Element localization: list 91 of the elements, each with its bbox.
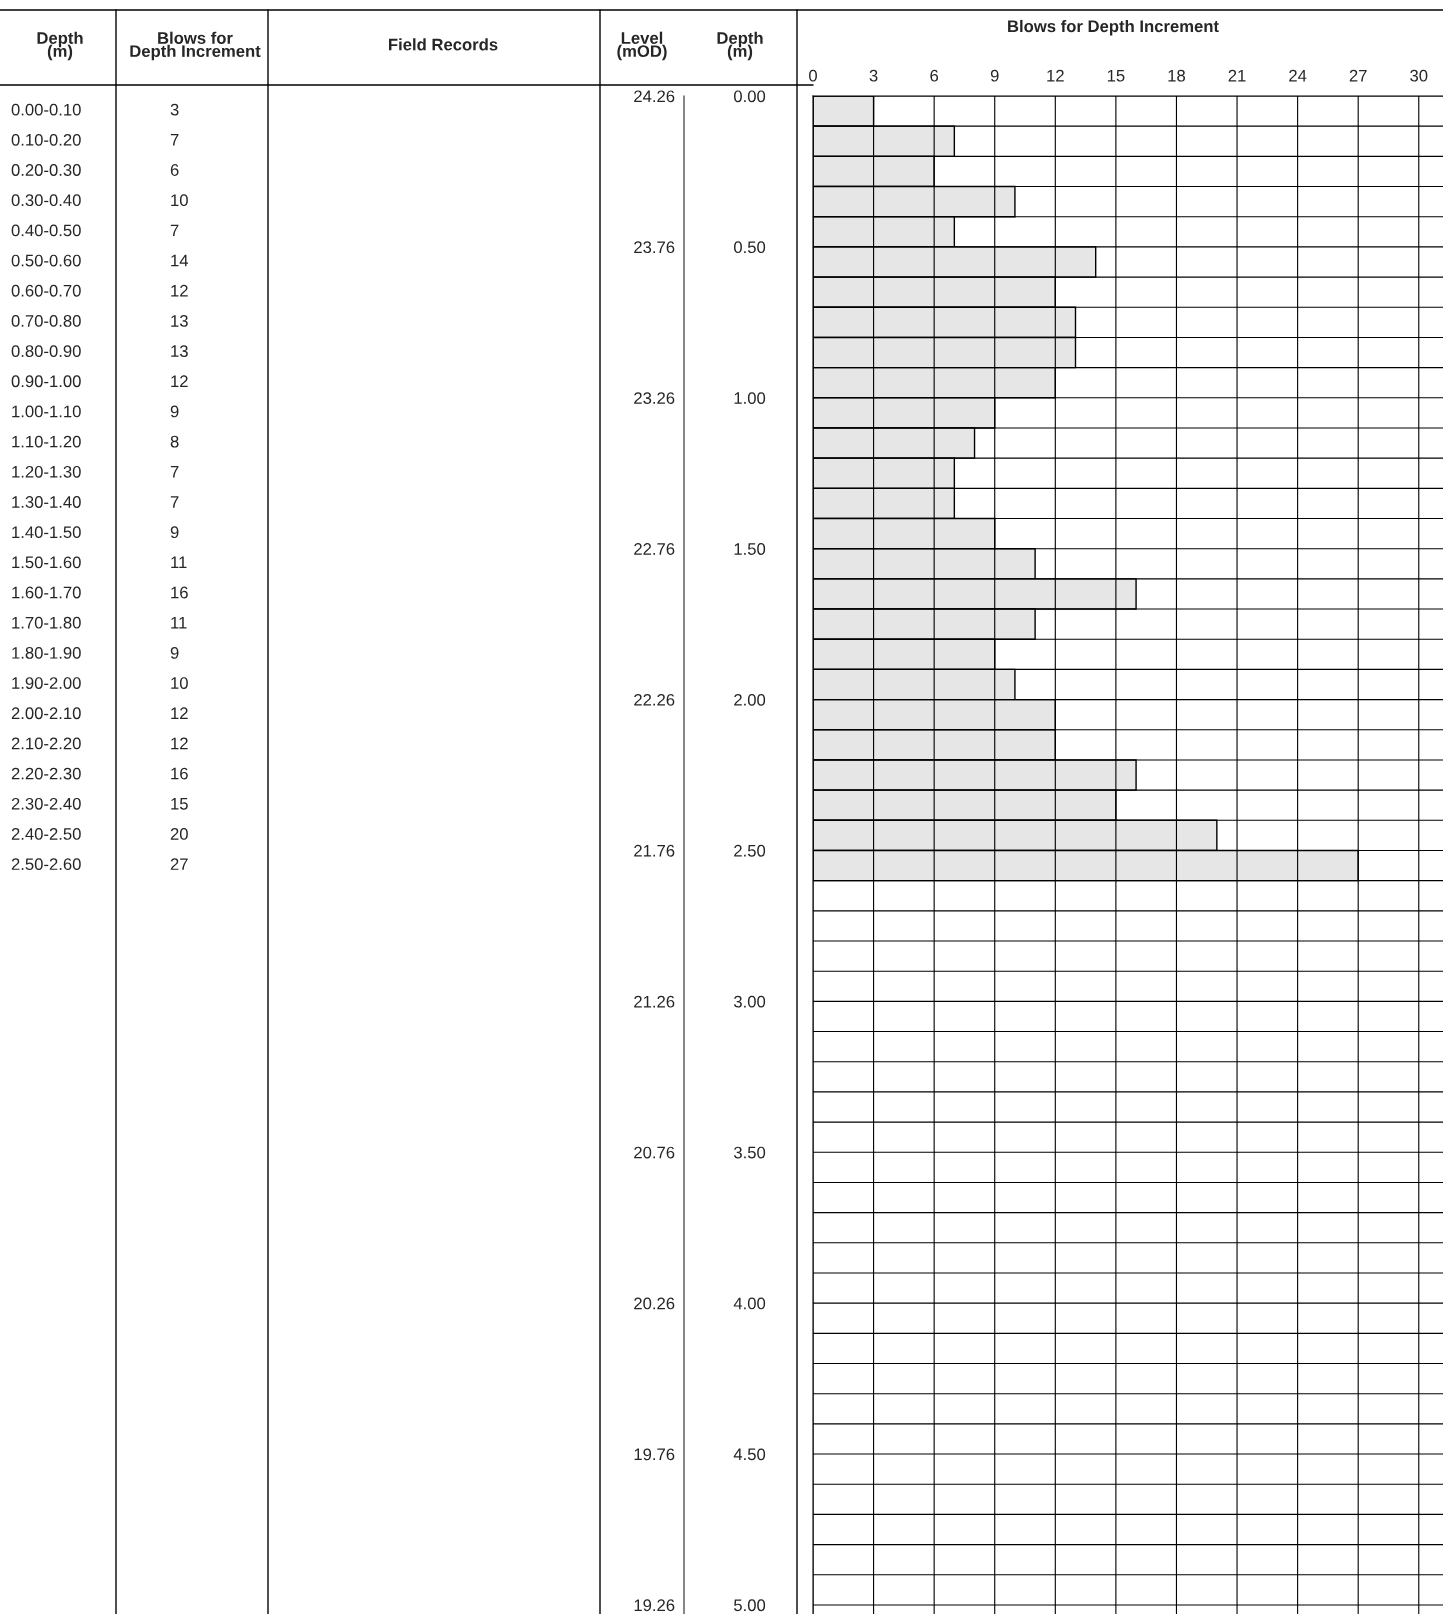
y2-tick-label: 21.76 xyxy=(634,844,675,857)
y-tick-label: 3.50 xyxy=(733,1146,766,1159)
text: 2.00-2.10 xyxy=(11,707,81,720)
y2-tick-label: 20.76 xyxy=(634,1146,675,1159)
text: 20 xyxy=(170,828,188,840)
x-tick-label: 0 xyxy=(809,69,817,82)
x-tick-label: 18 xyxy=(1168,69,1186,82)
text: 0.60-0.70 xyxy=(11,284,81,297)
y-tick-label: 0.50 xyxy=(733,241,766,254)
text: 27 xyxy=(170,858,188,870)
text: 9 xyxy=(170,646,179,659)
y-tick-label: 3.00 xyxy=(733,995,766,1008)
text: 9 xyxy=(170,526,179,539)
text: 10 xyxy=(171,194,188,207)
y2-tick-label: 24.26 xyxy=(634,90,675,103)
x-tick-label: 9 xyxy=(990,69,999,82)
text: 12 xyxy=(171,284,188,297)
y-axis-title: Depth (m) xyxy=(717,31,763,61)
text: 0.80-0.90 xyxy=(11,345,81,357)
text: 7 xyxy=(170,466,179,478)
text: 7 xyxy=(170,134,179,146)
text: 2.20-2.30 xyxy=(11,767,81,780)
y2-tick-label: 23.76 xyxy=(634,241,675,254)
y-tick-label: 4.50 xyxy=(733,1448,766,1461)
text: 1.10-1.20 xyxy=(12,435,81,448)
text: 0.20-0.30 xyxy=(11,164,81,176)
text: 10 xyxy=(171,677,188,689)
text: 1.90-2.00 xyxy=(12,677,81,689)
text: 12 xyxy=(171,737,188,750)
text: Field Records xyxy=(389,38,498,51)
y2-tick-label: 19.76 xyxy=(634,1448,675,1461)
text: 0.40-0.50 xyxy=(11,224,81,237)
text: 3 xyxy=(170,103,179,116)
text: 0.50-0.60 xyxy=(11,254,81,267)
y-tick-label: 4.00 xyxy=(733,1297,766,1310)
y2-tick-label: 19.26 xyxy=(634,1599,675,1612)
y-tick-label: 5.00 xyxy=(734,1599,766,1612)
text: 6 xyxy=(170,164,179,176)
text: 1.50-1.60 xyxy=(12,556,81,569)
text: 1.60-1.70 xyxy=(12,586,81,599)
text: 0.10-0.20 xyxy=(11,133,81,146)
x-tick-label: 12 xyxy=(1047,69,1064,82)
text: 0.70-0.80 xyxy=(11,315,81,327)
text: 1.00-1.10 xyxy=(12,405,81,418)
text: 15 xyxy=(171,798,188,810)
text: 13 xyxy=(171,345,188,357)
x-tick-label: 27 xyxy=(1349,69,1367,82)
text: Blows for Depth Increment xyxy=(130,31,261,61)
text: 16 xyxy=(171,586,188,599)
y2-tick-label: 23.26 xyxy=(634,392,675,404)
y-tick-label: 1.50 xyxy=(734,543,766,555)
x-tick-label: 30 xyxy=(1410,69,1428,82)
text: 12 xyxy=(171,375,188,388)
text: 11 xyxy=(171,616,187,629)
y-tick-label: 2.50 xyxy=(734,844,766,857)
x-tick-label: 3 xyxy=(869,69,878,82)
text: 2.30-2.40 xyxy=(11,797,81,810)
text: 0.30-0.40 xyxy=(11,194,81,207)
text: 1.40-1.50 xyxy=(12,526,81,539)
text: 13 xyxy=(171,315,188,327)
chart-title: Blows for Depth Increment xyxy=(1008,19,1219,36)
text: Depth (m) xyxy=(37,31,83,61)
text: 14 xyxy=(171,254,189,267)
x-tick-label: 21 xyxy=(1228,69,1246,82)
text: 2.40-2.50 xyxy=(11,828,81,840)
text: 1.20-1.30 xyxy=(12,465,81,478)
y-tick-label: 0.00 xyxy=(733,90,766,103)
x-tick-label: 6 xyxy=(930,69,939,82)
text: 8 xyxy=(170,435,179,448)
text: 1.80-1.90 xyxy=(12,646,81,659)
text: 1.70-1.80 xyxy=(12,616,81,629)
y2-tick-label: 21.26 xyxy=(634,995,675,1008)
text: 1.30-1.40 xyxy=(12,496,81,508)
text: 16 xyxy=(171,767,188,780)
text: 7 xyxy=(170,496,179,508)
y2-tick-label: 22.76 xyxy=(634,543,675,555)
text: 11 xyxy=(171,556,187,569)
text: 12 xyxy=(171,707,188,719)
text: 0.90-1.00 xyxy=(11,375,81,388)
text: 7 xyxy=(170,224,179,237)
text: 9 xyxy=(170,405,179,418)
text: 2.50-2.60 xyxy=(11,858,81,871)
y-tick-label: 1.00 xyxy=(734,392,766,404)
y2-tick-label: 22.26 xyxy=(634,693,675,706)
x-tick-label: 15 xyxy=(1107,69,1125,82)
text: 2.10-2.20 xyxy=(11,737,81,750)
text: 0.00-0.10 xyxy=(11,103,81,116)
y-tick-label: 2.00 xyxy=(734,693,766,706)
y2-axis-title: Level (mOD) xyxy=(617,31,667,61)
x-tick-label: 24 xyxy=(1289,69,1307,82)
y2-tick-label: 20.26 xyxy=(634,1297,675,1310)
